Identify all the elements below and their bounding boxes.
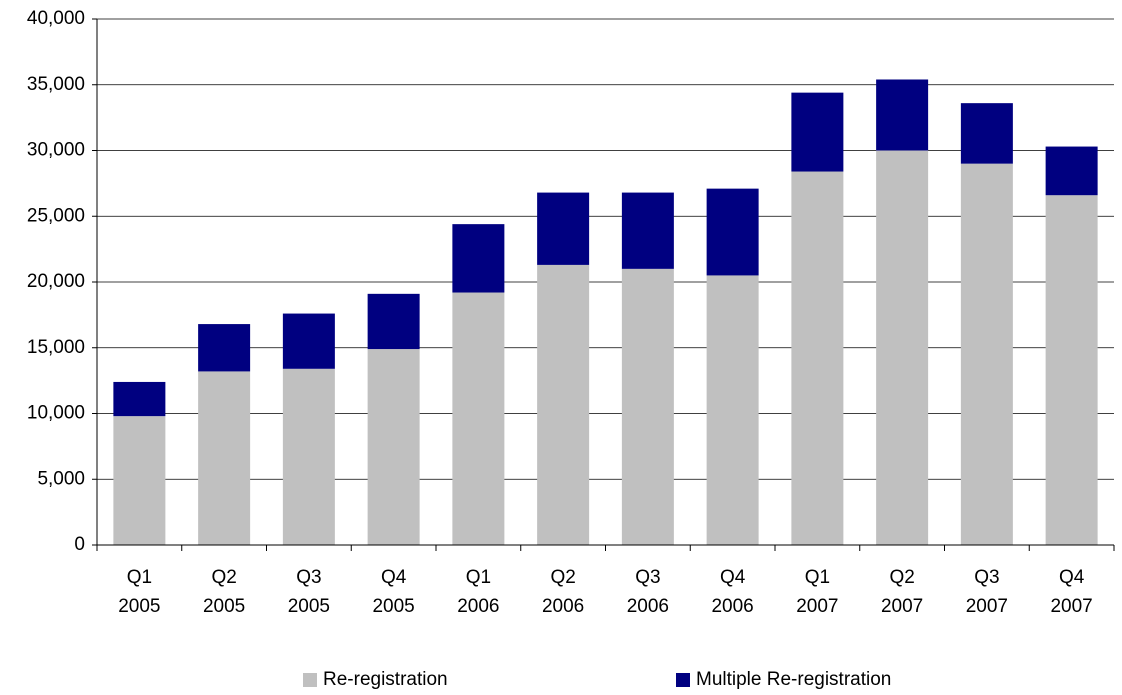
bar-segment [537,192,590,265]
y-tick-label: 40,000 [27,8,85,29]
x-tick-label: Q1 2005 [118,567,161,617]
bar-segment [282,368,335,545]
y-tick-label: 10,000 [27,403,85,424]
bar-segment [113,381,166,417]
bar-segment [113,416,166,545]
bar-segment [960,103,1013,164]
bar-segment [791,171,844,546]
bar-segment [367,293,420,350]
x-tick-label: Q4 2006 [711,567,754,617]
bar-segment [367,349,420,545]
y-tick-label: 35,000 [27,74,85,95]
bar-segment [876,79,929,151]
x-tick-label: Q4 2007 [1050,567,1093,617]
bar-segment [876,150,929,545]
y-tick-label: 5,000 [37,468,85,489]
bar-segment [791,92,844,172]
x-tick-label: Q4 2005 [372,567,415,617]
x-tick-label: Q3 2006 [626,567,670,617]
legend-swatch [303,673,317,687]
legend-swatch [676,673,690,687]
bar-segment [706,188,759,276]
y-tick-label: 0 [74,534,85,555]
bar-segment [706,275,759,545]
bar-segment [960,163,1013,545]
bar-segment [537,264,590,545]
bar-segment [452,224,505,293]
x-tick-label: Q2 2006 [541,567,585,617]
bar-segment [282,313,335,369]
x-tick-label: Q1 2006 [457,567,500,617]
bar-segment [1045,195,1098,545]
y-tick-label: 15,000 [27,337,85,358]
x-tick-label: Q2 2005 [202,567,246,617]
x-tick-label: Q3 2005 [287,567,331,617]
y-tick-label: 20,000 [27,271,85,292]
y-tick-label: 30,000 [27,140,85,161]
x-tick-label: Q1 2007 [796,567,839,617]
x-tick-label: Q2 2007 [880,567,924,617]
bar-segment [452,292,505,545]
bar-segment [198,371,251,545]
bar-segment [198,324,251,372]
bar-segment [621,268,674,545]
bar-segment [1045,146,1098,196]
y-tick-label: 25,000 [27,205,85,226]
x-tick-label: Q3 2007 [965,567,1009,617]
legend-label: Re-registration [323,669,448,690]
legend-label: Multiple Re-registration [696,669,891,690]
bar-segment [621,192,674,269]
